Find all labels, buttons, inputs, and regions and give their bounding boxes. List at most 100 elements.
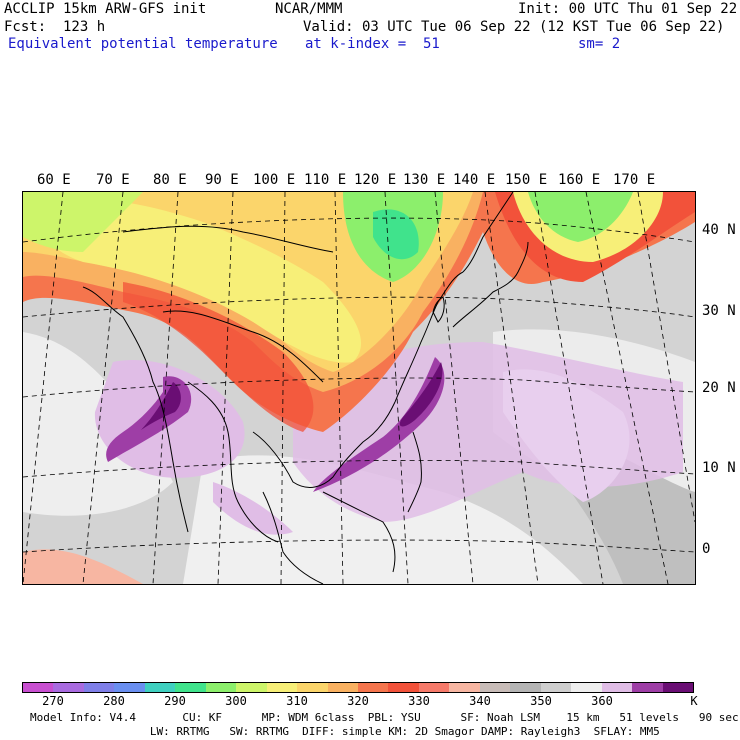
colorbar-swatch — [53, 683, 84, 692]
field-name: Equivalent potential temperature — [8, 36, 278, 52]
lat-label: 30 N — [702, 303, 736, 319]
field-region — [373, 209, 419, 260]
theta-e-field — [23, 192, 695, 584]
lon-line — [484, 192, 539, 584]
lon-label: 110 E — [304, 172, 347, 188]
field-region — [528, 192, 633, 242]
coastline — [82, 286, 189, 533]
colorbar-tick: 330 — [408, 694, 430, 708]
lon-line — [585, 192, 669, 584]
colorbar-swatch — [205, 683, 237, 692]
coastlines — [82, 192, 529, 584]
lat-label: 40 N — [702, 222, 736, 238]
init-time: Init: 00 UTC Thu 01 Sep 22 — [518, 1, 738, 17]
lon-label: 90 E — [205, 172, 239, 188]
lon-label: 80 E — [153, 172, 187, 188]
lon-line — [217, 192, 234, 584]
lon-label: 130 E — [403, 172, 446, 188]
map-panel — [22, 191, 696, 585]
field-region — [141, 382, 181, 430]
lon-line — [434, 192, 474, 584]
lat-label: 0 — [702, 541, 711, 557]
forecast-hour: Fcst: 123 h — [4, 19, 106, 35]
coastline — [394, 271, 464, 403]
colorbar-tick: 350 — [530, 694, 552, 708]
colorbar-tick: 270 — [42, 694, 64, 708]
model-info-line2: LW: RRTMG SW: RRTMG DIFF: simple KM: 2D … — [130, 725, 660, 738]
lon-label: 140 E — [453, 172, 496, 188]
colorbar-swatch — [114, 683, 145, 692]
valid-time: Valid: 03 UTC Tue 06 Sep 22 (12 KST Tue … — [303, 19, 725, 35]
lon-label: 60 E — [37, 172, 71, 188]
field-region — [213, 482, 293, 535]
colorbar-swatch — [540, 683, 572, 692]
graticule — [23, 192, 695, 584]
colorbar-swatch — [266, 683, 298, 692]
field-region — [123, 282, 314, 432]
smoothing-info: sm= 2 — [578, 36, 621, 52]
colorbar-tick: 290 — [164, 694, 186, 708]
colorbar-tick: 340 — [469, 694, 491, 708]
colorbar-swatch — [662, 683, 693, 692]
colorbar-swatch — [601, 683, 633, 692]
colorbar-tick: 360 — [591, 694, 613, 708]
field-region — [313, 357, 445, 492]
lon-label: 120 E — [354, 172, 397, 188]
model-title: ACCLIP 15km ARW-GFS init — [4, 1, 207, 17]
lon-label: 150 E — [505, 172, 548, 188]
coastline — [187, 381, 279, 543]
colorbar-swatch — [479, 683, 511, 692]
colorbar-swatch — [388, 683, 419, 692]
coastline — [462, 192, 514, 273]
lon-label: 160 E — [558, 172, 601, 188]
model-info-line1: Model Info: V4.4 CU: KF MP: WDM 6class P… — [30, 711, 739, 724]
field-region — [399, 362, 443, 427]
lon-line — [23, 192, 64, 584]
lat-label: 10 N — [702, 460, 736, 476]
colorbar-swatch — [510, 683, 541, 692]
japan-coast — [452, 241, 529, 328]
field-region — [503, 369, 630, 502]
lon-label: 100 E — [253, 172, 296, 188]
korea-coast — [432, 296, 445, 323]
colorbar-tick: 310 — [286, 694, 308, 708]
field-region — [23, 549, 143, 584]
lon-line — [280, 192, 286, 584]
colorbar-swatch — [357, 683, 389, 692]
lon-line — [637, 192, 695, 523]
colorbar-swatch — [23, 683, 54, 692]
border — [162, 310, 324, 383]
colorbar-swatch — [571, 683, 602, 692]
borneo-coast — [322, 491, 396, 573]
colorbar-tick: 320 — [347, 694, 369, 708]
colorbar-swatch — [297, 683, 328, 692]
colorbar-swatch — [327, 683, 358, 692]
lat-label: 20 N — [702, 380, 736, 396]
border — [122, 225, 334, 253]
lon-line — [82, 192, 124, 584]
lon-line — [534, 192, 604, 584]
colorbar-swatch — [418, 683, 450, 692]
level-info: at k-index = 51 — [305, 36, 440, 52]
field-region — [23, 192, 143, 252]
organization-label: NCAR/MMM — [275, 1, 343, 17]
coastline — [252, 401, 396, 488]
colorbar-swatch — [144, 683, 176, 692]
lon-label: 70 E — [96, 172, 130, 188]
lon-line — [152, 192, 179, 584]
lon-line — [334, 192, 344, 584]
colorbar-swatch — [83, 683, 115, 692]
colorbar-unit: K — [690, 694, 698, 708]
colorbar-swatch — [236, 683, 267, 692]
lon-line — [384, 192, 409, 584]
colorbar-tick: 300 — [225, 694, 247, 708]
colorbar-tick: 280 — [103, 694, 125, 708]
colorbar-swatch — [632, 683, 663, 692]
colorbar — [22, 682, 694, 693]
colorbar-swatch — [449, 683, 480, 692]
colorbar-swatch — [175, 683, 206, 692]
lon-label: 170 E — [613, 172, 656, 188]
malaysia-coast — [262, 491, 324, 584]
field-region — [33, 198, 362, 363]
philippines-coast — [407, 431, 422, 513]
